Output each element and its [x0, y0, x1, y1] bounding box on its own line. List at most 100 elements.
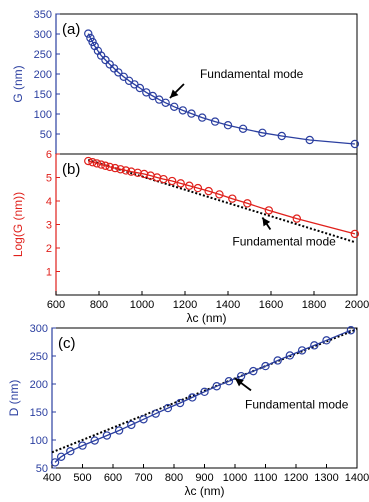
data-point [175, 398, 185, 408]
data-point [305, 135, 314, 145]
data-point [151, 409, 160, 418]
data-point [92, 159, 102, 168]
data-point [200, 387, 209, 397]
y-tick-label: 300 [30, 323, 48, 335]
x-tick-label: 2000 [345, 299, 369, 311]
data-point [197, 113, 207, 122]
y-tick-label: 6 [46, 149, 52, 161]
x-axis-label: λc (nm) [187, 311, 227, 325]
y-tick-label: 200 [30, 379, 48, 391]
data-point [212, 382, 221, 391]
y-tick-label: 150 [30, 407, 48, 419]
x-tick-label: 1200 [173, 299, 197, 311]
plot-frame [55, 153, 358, 296]
data-point [297, 346, 307, 355]
annotation-arrow-head [169, 89, 179, 98]
data-point [101, 55, 110, 65]
data-point [238, 124, 248, 134]
data-point [322, 336, 331, 345]
data-point [50, 458, 60, 467]
data-point [215, 190, 224, 199]
y-tick-label: 300 [34, 29, 52, 41]
annotation-arrow-head [262, 217, 271, 227]
data-point [154, 95, 164, 104]
data-point [350, 139, 360, 149]
x-tick-label: 1000 [223, 472, 247, 484]
data-point [223, 120, 233, 130]
y-tick-label: 100 [30, 435, 48, 447]
data-point [350, 229, 360, 239]
x-tick-label: 1600 [259, 299, 283, 311]
data-point [188, 393, 197, 402]
data-point [135, 83, 145, 93]
data-point [102, 431, 112, 440]
annotation-text: Fundamental mode [232, 234, 336, 248]
data-point [261, 361, 270, 371]
x-tick-label: 900 [195, 472, 213, 484]
panel-b: 1 2 3 4 5 6 600 800 1000 1200 1400 1600 1800 2000 Log(… [11, 149, 369, 325]
x-tick-label: 600 [104, 472, 122, 484]
data-point [170, 102, 179, 112]
annotation-text: Fundamental mode [200, 67, 304, 81]
x-tick-label: 600 [47, 299, 65, 311]
data-point [88, 37, 97, 47]
x-tick-label: 1000 [130, 299, 154, 311]
data-point [204, 186, 213, 196]
y-tick-label: 2 [46, 243, 52, 255]
data-point [178, 106, 188, 115]
y-tick-label: 50 [36, 463, 48, 475]
data-point [127, 167, 136, 176]
fit-line [51, 328, 358, 454]
data-point [56, 452, 66, 461]
data-point [84, 156, 93, 166]
data-point [105, 162, 114, 172]
data-point [176, 179, 185, 188]
x-tick-label: 1300 [314, 472, 338, 484]
data-point [119, 72, 128, 82]
data-point [258, 128, 267, 137]
annotation-text: Fundamental mode [245, 397, 349, 411]
data-point [90, 436, 99, 445]
y-tick-label: 250 [34, 49, 52, 61]
data-point [159, 174, 168, 184]
fit-line [87, 158, 356, 244]
x-tick-label: 400 [43, 472, 61, 484]
x-tick-label: 1200 [284, 472, 308, 484]
data-point [96, 160, 106, 169]
y-axis-label: G (nm) [11, 65, 25, 102]
y-tick-label: 350 [34, 9, 52, 21]
y-tick-label: 150 [34, 89, 52, 101]
data-point [114, 426, 124, 435]
data-point [142, 88, 151, 97]
x-tick-label: 1800 [302, 299, 326, 311]
x-axis-label: λc (nm) [185, 484, 225, 498]
data-point [96, 51, 106, 60]
data-point [114, 68, 123, 77]
panel-c: 50 100 150 200 250 300 400 500 600 700 800 900 1000 1… [7, 323, 369, 498]
y-axis-label: Log(G (nm)) [11, 192, 25, 257]
data-point [139, 415, 148, 424]
data-point [292, 214, 301, 223]
y-tick-label: 5 [46, 173, 52, 185]
y-tick-label: 250 [30, 351, 48, 363]
data-point [133, 168, 142, 177]
data-point [163, 403, 173, 413]
x-tick-label: 500 [73, 472, 91, 484]
data-point [210, 117, 220, 126]
data-point [167, 176, 177, 186]
data-point [66, 447, 75, 456]
data-point [187, 109, 196, 118]
data-point [185, 181, 194, 190]
x-tick-label: 1400 [345, 472, 369, 484]
data-point [121, 166, 131, 175]
y-tick-label: 4 [46, 196, 52, 208]
data-point [346, 326, 356, 335]
x-tick-label: 1400 [216, 299, 240, 311]
plot-frame [55, 13, 358, 155]
x-tick-label: 800 [90, 299, 108, 311]
y-tick-label: 3 [46, 220, 52, 232]
data-point [101, 161, 110, 170]
data-point [224, 377, 234, 386]
y-tick-label: 100 [34, 109, 52, 121]
